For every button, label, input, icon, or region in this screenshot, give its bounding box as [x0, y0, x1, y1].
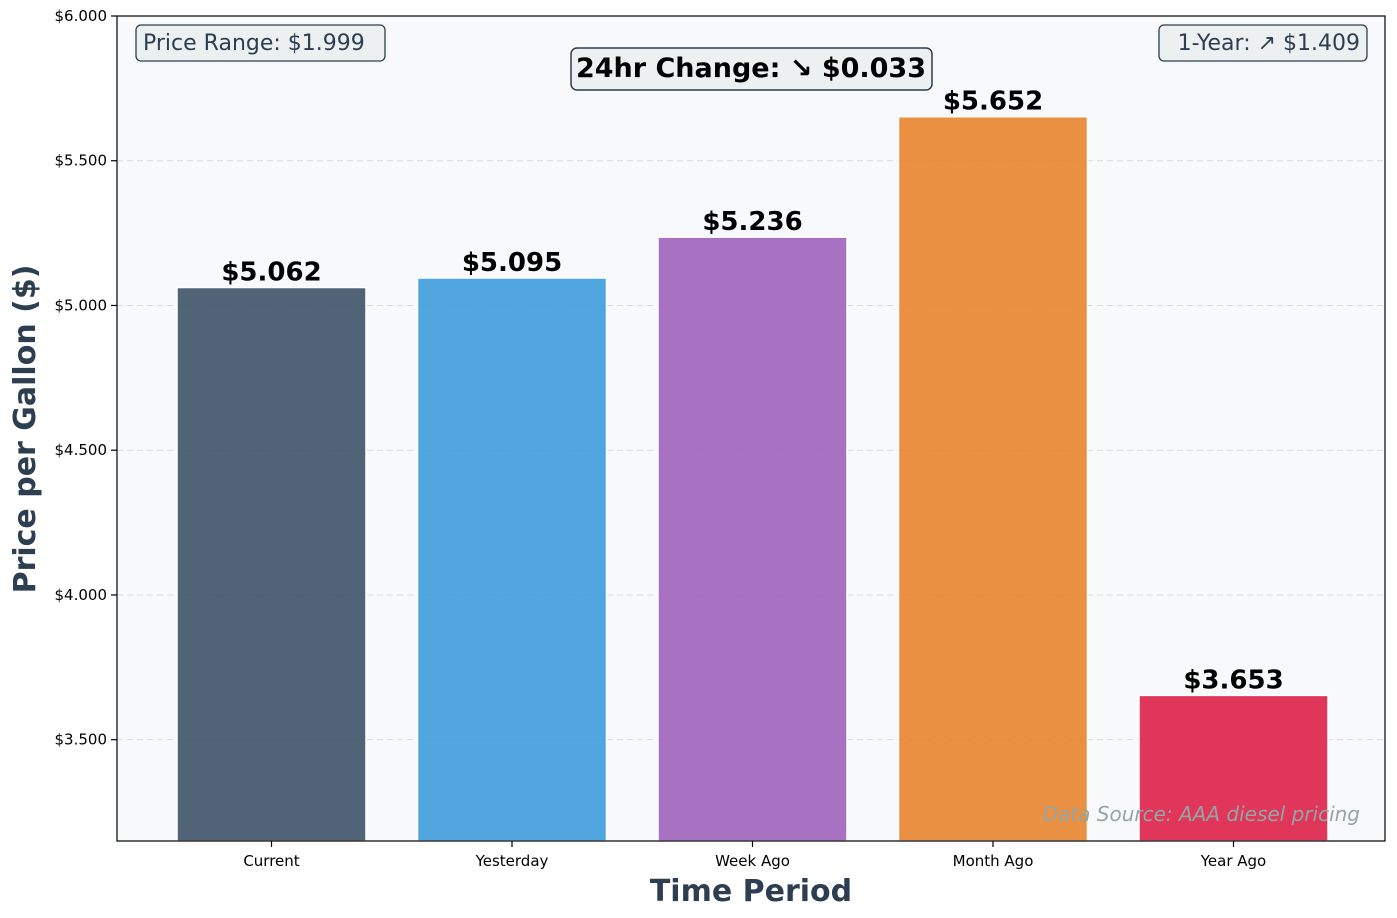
y-tick-label: $4.500 [55, 441, 108, 459]
bar-value-label: $5.095 [462, 248, 562, 278]
change-24hr-annotation: 24hr Change: ↘ $0.033 [570, 47, 933, 91]
bar-value-label: $5.236 [702, 207, 802, 237]
svg-text:Price Range: $1.999: Price Range: $1.999 [143, 31, 365, 56]
x-tick-label: Current [243, 852, 299, 870]
x-axis: Current Yesterday Week Ago Month Ago Year Ag… [243, 841, 1266, 870]
plot-frame [116, 15, 1386, 842]
y-tick-label: $6.000 [55, 7, 108, 25]
price-range-annotation: Price Range: $1.999 [135, 24, 386, 62]
bar-value-label: $3.653 [1183, 665, 1283, 695]
y-axis: $3.500 $4.000 $4.500 $5.000 $5.500 $6.000 [55, 7, 117, 749]
x-tick-label: Year Ago [1200, 852, 1267, 870]
y-tick-label: $4.000 [55, 586, 108, 604]
bar-current [176, 286, 367, 842]
svg-text:24hr Change: ↘ $0.033: 24hr Change: ↘ $0.033 [576, 53, 926, 84]
bar-month-ago [897, 115, 1089, 842]
bar-yesterday [416, 277, 608, 842]
bar-week-ago [657, 236, 848, 842]
data-source-note: Data Source: AAA diesel pricing [1043, 802, 1360, 826]
x-tick-label: Month Ago [953, 852, 1034, 870]
y-tick-label: $5.000 [55, 296, 108, 314]
bars [176, 115, 1329, 842]
one-year-annotation: 1-Year: ↗ $1.409 [1158, 24, 1368, 62]
bar-value-label: $5.652 [943, 87, 1043, 117]
y-tick-label: $3.500 [55, 731, 108, 749]
x-tick-label: Yesterday [475, 852, 549, 870]
value-labels: $5.062 $5.095 $5.236 $5.652 $3.653 [221, 87, 1283, 696]
y-tick-label: $5.500 [55, 152, 108, 170]
bar-year-ago [1138, 694, 1329, 842]
x-tick-label: Week Ago [715, 852, 790, 870]
x-axis-title: Time Period [650, 874, 852, 909]
bar-value-label: $5.062 [221, 258, 321, 288]
svg-text:1-Year: ↗ $1.409: 1-Year: ↗ $1.409 [1178, 31, 1360, 56]
y-axis-title: Price per Gallon ($) [8, 265, 43, 594]
